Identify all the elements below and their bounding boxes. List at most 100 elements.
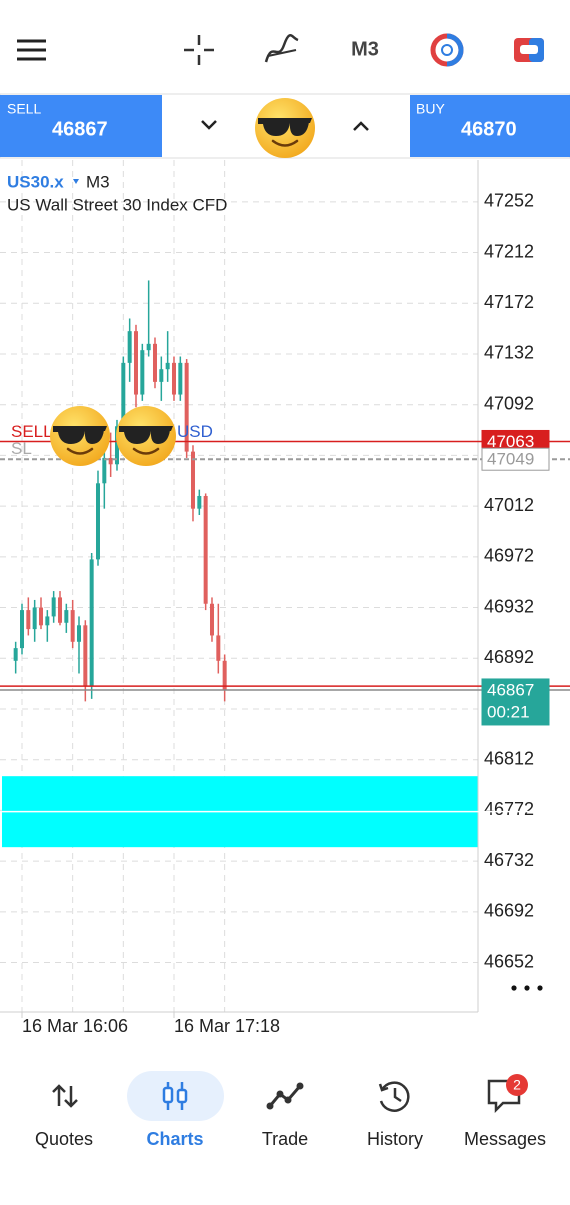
- candle-body: [45, 616, 50, 626]
- timeframe-button[interactable]: M3: [351, 38, 379, 60]
- charts-icon: [162, 1082, 188, 1110]
- candle-body: [51, 597, 56, 617]
- bottom-nav: 2 Quotes Charts Trade History Messages: [35, 1071, 546, 1149]
- y-tick-label: 46972: [484, 546, 534, 566]
- trade-toggle-button[interactable]: [430, 33, 464, 67]
- history-icon: [378, 1081, 410, 1112]
- sell-price: 46867: [52, 118, 108, 140]
- chart-symbol: US30.x: [7, 172, 64, 191]
- price-tag: [481, 678, 550, 726]
- buy-price: 46870: [461, 118, 517, 140]
- candle-body: [89, 559, 94, 687]
- nav-label[interactable]: Quotes: [35, 1129, 93, 1149]
- candle-body: [127, 331, 132, 363]
- candle-body: [203, 495, 208, 604]
- nav-label[interactable]: Messages: [464, 1129, 546, 1149]
- top-toolbar: M3: [17, 33, 544, 67]
- candle-body: [190, 451, 195, 509]
- emoji-sticker: [253, 96, 317, 160]
- candle-body: [76, 625, 81, 642]
- menu-button[interactable]: [17, 39, 46, 61]
- y-tick-label: 47172: [484, 292, 534, 312]
- chart-timeframe: M3: [86, 172, 110, 191]
- y-tick-label: 46732: [484, 850, 534, 870]
- chart-layers: [0, 160, 478, 1012]
- price-tag-timer: 00:21: [487, 702, 530, 721]
- emoji-sticker: [48, 404, 112, 468]
- chart: US30.x M3 US Wall Street 30 Index CFD 47…: [0, 160, 570, 1036]
- emoji-sticker: [114, 404, 178, 468]
- y-tick-label: 46652: [484, 951, 534, 971]
- symbol-dropdown[interactable]: [73, 179, 79, 184]
- y-tick-label: 47252: [484, 191, 534, 211]
- candle-body: [159, 369, 164, 382]
- candle-body: [13, 648, 18, 661]
- candle-body: [165, 362, 170, 370]
- indicators-button[interactable]: [264, 34, 299, 63]
- candle-body: [64, 610, 69, 623]
- y-tick-label: 47012: [484, 495, 534, 515]
- candle-body: [26, 610, 31, 630]
- y-tick-label: 47212: [484, 241, 534, 261]
- nav-label[interactable]: Charts: [146, 1129, 203, 1149]
- y-tick-label: 46692: [484, 901, 534, 921]
- one-click-button[interactable]: [514, 38, 544, 62]
- quotes-icon: [52, 1084, 78, 1108]
- order-currency: USD: [177, 422, 213, 441]
- candle-body: [209, 603, 214, 636]
- price-tag-value: 46867: [487, 680, 534, 699]
- candle-body: [70, 610, 75, 642]
- volume-up-button[interactable]: [353, 121, 369, 131]
- candle-body: [140, 350, 145, 395]
- y-tick-label: 47092: [484, 393, 534, 413]
- active-tab-pill: [127, 1071, 224, 1121]
- buy-button[interactable]: [410, 95, 570, 157]
- chart-description: US Wall Street 30 Index CFD: [7, 195, 227, 214]
- candle-body: [216, 635, 221, 661]
- stop-loss-label: SL: [11, 439, 32, 458]
- more-dot[interactable]: [524, 985, 530, 991]
- candle-body: [108, 457, 113, 465]
- candle-body: [114, 426, 119, 465]
- y-tick-label: 46892: [484, 647, 534, 667]
- candle-body: [184, 362, 189, 452]
- y-tick-label: 47132: [484, 343, 534, 363]
- order-side: SELL: [11, 422, 53, 441]
- sell-button[interactable]: [0, 95, 162, 157]
- candle-body: [20, 610, 24, 649]
- candle-body: [146, 343, 151, 351]
- buy-label: BUY: [416, 101, 445, 117]
- messages-badge: [506, 1074, 528, 1096]
- y-tick-label: 46812: [484, 748, 534, 768]
- candle-body: [57, 597, 62, 623]
- volume-down-button[interactable]: [201, 120, 217, 130]
- candle-body: [95, 483, 100, 560]
- x-tick-label: 16 Mar 16:06: [22, 1016, 128, 1036]
- sell-label: SELL: [7, 101, 41, 117]
- candle-body: [32, 607, 37, 630]
- more-dot[interactable]: [537, 985, 543, 991]
- candle-body: [171, 362, 176, 395]
- price-tag-value: 47063: [487, 432, 534, 451]
- candle-body: [178, 362, 183, 395]
- x-tick-label: 16 Mar 17:18: [174, 1016, 280, 1036]
- more-dot[interactable]: [511, 985, 517, 991]
- candle-body: [121, 362, 126, 427]
- y-tick-label: 46932: [484, 596, 534, 616]
- candle-body: [197, 495, 202, 509]
- badge-count: 2: [513, 1077, 521, 1093]
- y-tick-label: 46772: [484, 799, 534, 819]
- candle-body: [152, 343, 157, 382]
- nav-label[interactable]: History: [367, 1129, 423, 1149]
- price-tag: [481, 447, 550, 471]
- candle-body: [83, 625, 88, 687]
- price-tag-value: 47049: [487, 450, 534, 469]
- candle-body: [38, 607, 43, 626]
- crosshair-button[interactable]: [184, 35, 214, 65]
- candle-body: [133, 331, 138, 395]
- nav-label[interactable]: Trade: [262, 1129, 308, 1149]
- trade-icon: [266, 1082, 304, 1110]
- candle-body: [102, 457, 107, 484]
- candle-body: [222, 660, 227, 690]
